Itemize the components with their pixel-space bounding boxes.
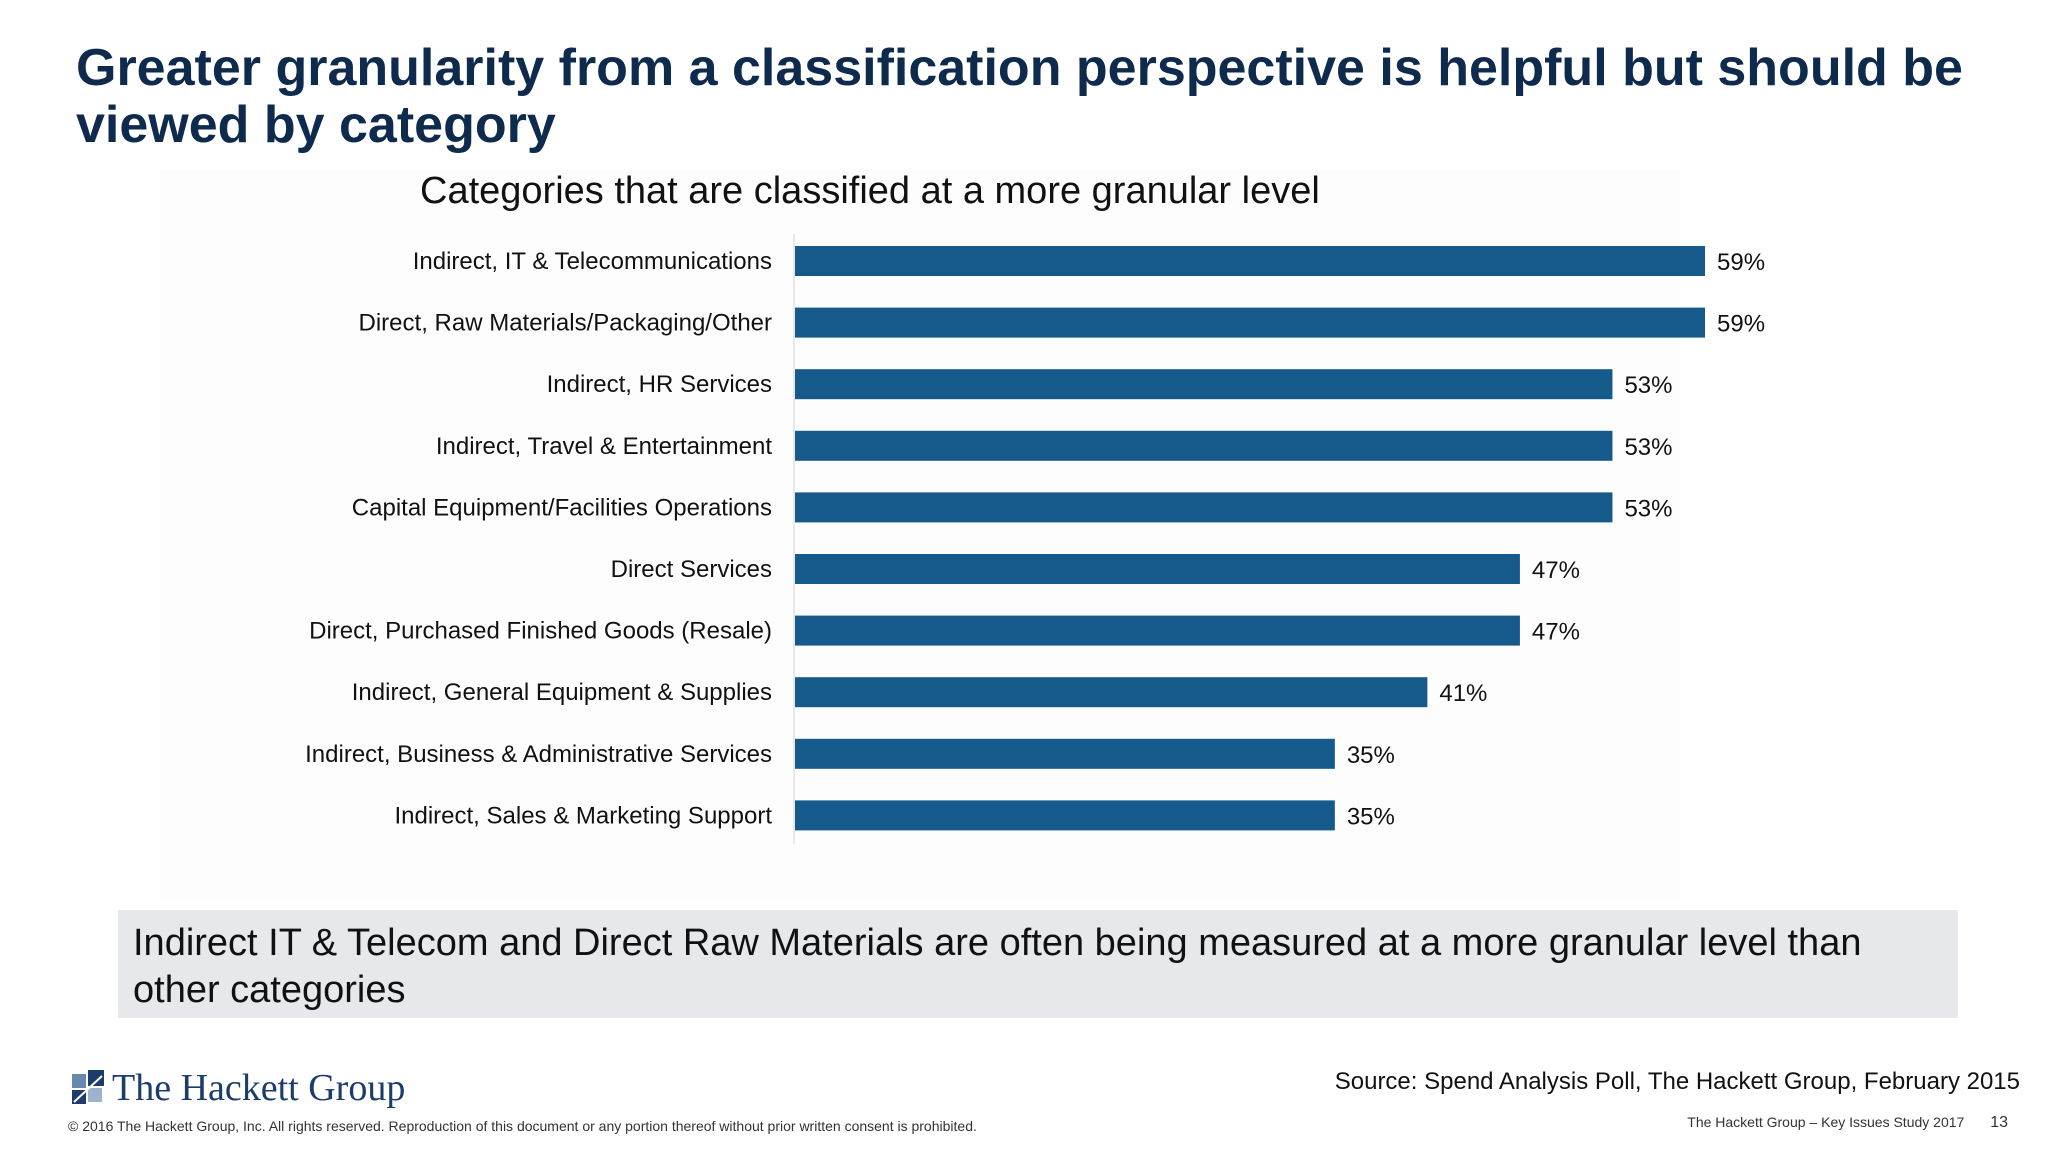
value-label: 35% <box>1347 803 1395 830</box>
copyright-notice: © 2016 The Hackett Group, Inc. All right… <box>68 1118 977 1134</box>
bar <box>795 738 1335 769</box>
footer-right: The Hackett Group – Key Issues Study 201… <box>1687 1114 2008 1132</box>
category-label: Indirect, HR Services <box>547 371 772 398</box>
bar <box>795 615 1520 646</box>
value-label: 53% <box>1624 434 1672 461</box>
bar <box>795 307 1705 338</box>
slide-title: Greater granularity from a classificatio… <box>76 39 1963 154</box>
value-label: 41% <box>1439 680 1487 707</box>
value-label: 35% <box>1347 742 1395 769</box>
category-label: Direct, Raw Materials/Packaging/Other <box>359 310 772 337</box>
category-label: Indirect, Travel & Entertainment <box>436 433 772 460</box>
value-label: 59% <box>1717 311 1765 338</box>
bar <box>795 492 1613 523</box>
key-finding-callout: Indirect IT & Telecom and Direct Raw Mat… <box>118 910 1958 1018</box>
bar-chart: Indirect, IT & Telecommunications 59% Dire… <box>305 234 1765 845</box>
category-label: Direct, Purchased Finished Goods (Resale… <box>309 618 772 645</box>
bar <box>795 800 1335 831</box>
category-label: Indirect, Sales & Marketing Support <box>394 802 772 829</box>
source-note: Source: Spend Analysis Poll, The Hackett… <box>1334 1068 2020 1095</box>
category-label: Indirect, General Equipment & Supplies <box>352 679 772 706</box>
value-label: 53% <box>1624 495 1672 522</box>
bar <box>795 369 1613 400</box>
bar <box>795 246 1705 276</box>
category-label: Capital Equipment/Facilities Operations <box>352 494 772 521</box>
value-label: 47% <box>1532 557 1580 584</box>
value-label: 53% <box>1624 372 1672 399</box>
bar <box>795 677 1428 708</box>
value-label: 59% <box>1717 249 1765 276</box>
category-label: Indirect, IT & Telecommunications <box>413 248 772 275</box>
bar <box>795 430 1613 461</box>
hackett-logo: The Hackett Group <box>72 1066 405 1110</box>
hackett-logo-squares-icon <box>72 1070 104 1104</box>
footer-study-name: The Hackett Group – Key Issues Study 201… <box>1687 1114 1965 1130</box>
chart-panel <box>160 170 1680 900</box>
callout-text: Indirect IT & Telecom and Direct Raw Mat… <box>133 922 1862 1011</box>
value-label: 47% <box>1532 619 1580 646</box>
page-number: 13 <box>1990 1114 2008 1131</box>
bar <box>795 554 1520 584</box>
chart-title: Categories that are classified at a more… <box>420 170 1320 212</box>
category-label: Direct Services <box>611 556 772 583</box>
logo-text: The Hackett Group <box>112 1067 406 1109</box>
category-label: Indirect, Business & Administrative Serv… <box>305 741 772 768</box>
